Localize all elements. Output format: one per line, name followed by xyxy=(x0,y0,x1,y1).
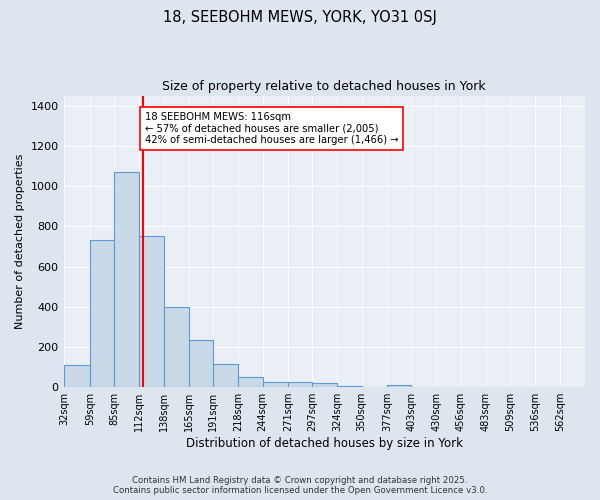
Title: Size of property relative to detached houses in York: Size of property relative to detached ho… xyxy=(163,80,486,93)
Bar xyxy=(263,382,288,387)
Bar xyxy=(213,364,238,387)
X-axis label: Distribution of detached houses by size in York: Distribution of detached houses by size … xyxy=(186,437,463,450)
Bar xyxy=(90,240,114,387)
Text: 18 SEEBOHM MEWS: 116sqm
← 57% of detached houses are smaller (2,005)
42% of semi: 18 SEEBOHM MEWS: 116sqm ← 57% of detache… xyxy=(145,112,398,145)
Bar xyxy=(114,172,139,387)
Text: 18, SEEBOHM MEWS, YORK, YO31 0SJ: 18, SEEBOHM MEWS, YORK, YO31 0SJ xyxy=(163,10,437,25)
Bar xyxy=(337,386,362,387)
Bar xyxy=(288,382,312,387)
Bar xyxy=(189,340,213,387)
Bar xyxy=(64,365,90,387)
Bar xyxy=(164,307,189,387)
Bar xyxy=(238,377,263,387)
Bar xyxy=(312,383,337,387)
Y-axis label: Number of detached properties: Number of detached properties xyxy=(15,154,25,329)
Bar xyxy=(387,385,411,387)
Text: Contains HM Land Registry data © Crown copyright and database right 2025.
Contai: Contains HM Land Registry data © Crown c… xyxy=(113,476,487,495)
Bar xyxy=(139,236,164,387)
